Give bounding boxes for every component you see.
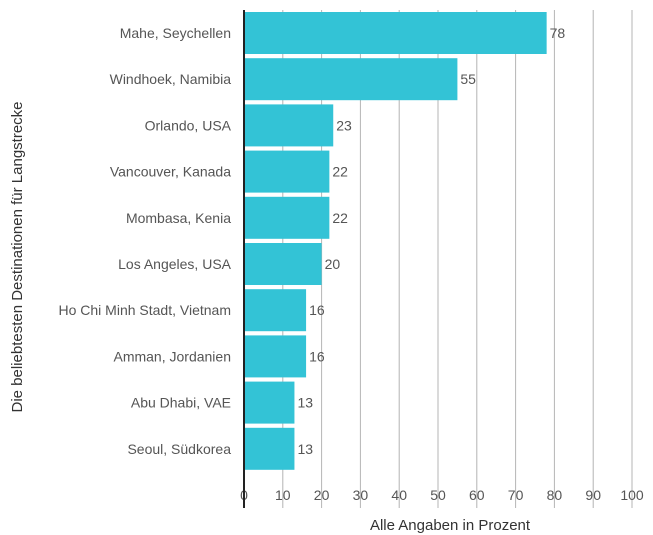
value-label-2: 55: [460, 71, 476, 87]
category-label-10: Seoul, Südkorea: [127, 441, 231, 457]
bar-7: [244, 289, 307, 332]
category-label-8: Amman, Jordanien: [113, 348, 231, 364]
x-tick-label-20: 20: [314, 487, 330, 503]
x-tick-label-90: 90: [585, 487, 601, 503]
x-tick-label-50: 50: [430, 487, 446, 503]
category-label-9: Abu Dhabi, VAE: [131, 395, 231, 411]
value-label-8: 16: [309, 348, 325, 364]
x-tick-label-10: 10: [275, 487, 291, 503]
bar-5: [244, 196, 330, 239]
category-label-2: Windhoek, Namibia: [110, 71, 232, 87]
category-label-4: Vancouver, Kanada: [110, 164, 231, 180]
value-label-6: 20: [325, 256, 341, 272]
value-label-1: 78: [550, 25, 566, 41]
bar-8: [244, 335, 307, 378]
bar-3: [244, 104, 334, 147]
y-axis-title: Die beliebtesten Destinationen für Langs…: [9, 101, 26, 412]
bar-2: [244, 58, 458, 101]
value-labels: 78 55 23 22 22 20 16 16 13 13: [297, 25, 565, 457]
value-label-9: 13: [297, 395, 313, 411]
category-label-3: Orlando, USA: [145, 117, 232, 133]
category-label-1: Mahe, Seychellen: [120, 25, 231, 41]
x-tick-label-60: 60: [469, 487, 485, 503]
x-tick-label-30: 30: [353, 487, 369, 503]
value-label-5: 22: [332, 210, 348, 226]
value-label-4: 22: [332, 164, 348, 180]
category-label-7: Ho Chi Minh Stadt, Vietnam: [59, 302, 232, 318]
value-label-3: 23: [336, 117, 352, 133]
x-tick-label-70: 70: [508, 487, 524, 503]
x-axis-title: Alle Angaben in Prozent: [370, 517, 531, 534]
bar-10: [244, 427, 295, 470]
value-label-7: 16: [309, 302, 325, 318]
bar-4: [244, 150, 330, 193]
bar-1: [244, 12, 547, 54]
category-label-6: Los Angeles, USA: [118, 256, 232, 272]
bar-9: [244, 381, 295, 424]
value-label-10: 13: [297, 441, 313, 457]
x-tick-labels: 0102030405060708090100: [240, 487, 644, 503]
bar-6: [244, 243, 322, 285]
category-labels: Mahe, Seychellen Windhoek, Namibia Orlando…: [59, 25, 232, 457]
category-label-5: Mombasa, Kenia: [126, 210, 231, 226]
x-tick-label-100: 100: [620, 487, 644, 503]
x-tick-label-40: 40: [391, 487, 407, 503]
bars: [244, 12, 547, 470]
x-tick-label-80: 80: [547, 487, 563, 503]
